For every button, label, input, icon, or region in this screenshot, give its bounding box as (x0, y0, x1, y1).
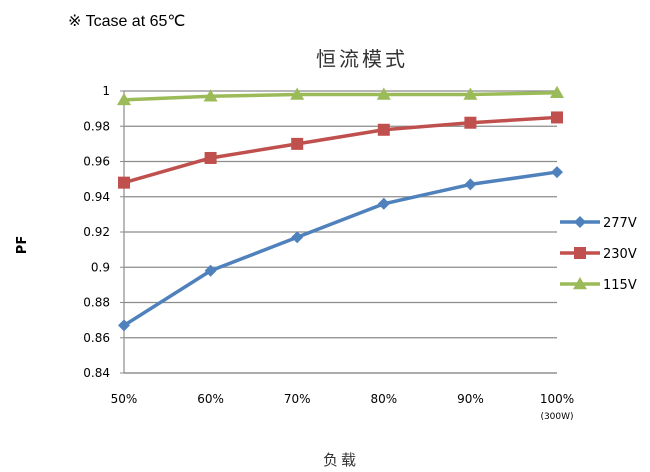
chart-title: 恒流模式 (316, 47, 408, 71)
legend-item: 115V (560, 277, 637, 293)
y-tick-label: 0.86 (83, 331, 110, 345)
legend-item: 277V (560, 216, 637, 231)
x-axis-label: 负载 (323, 451, 359, 469)
legend-label: 115V (603, 278, 637, 293)
y-tick-label: 0.98 (83, 119, 110, 133)
data-point (464, 116, 477, 129)
legend-item: 230V (560, 247, 637, 262)
data-point (377, 123, 390, 136)
data-point (118, 319, 130, 332)
data-point (204, 151, 217, 164)
y-tick-label: 0.94 (83, 190, 110, 204)
series-277V (118, 166, 563, 332)
x-tick-label: 60% (197, 392, 224, 406)
y-axis-label: PF (15, 236, 30, 254)
tcase-note: ※ Tcase at 65℃ (68, 13, 185, 30)
data-point (204, 264, 217, 277)
series-line (123, 170, 558, 327)
x-tick-label: 50% (111, 392, 138, 406)
y-tick-label: 0.96 (83, 155, 110, 169)
legend-marker (574, 216, 586, 228)
series-line (123, 115, 558, 185)
data-point (464, 178, 477, 191)
data-point (118, 176, 130, 189)
data-point (463, 87, 478, 100)
y-tick-label: 0.9 (91, 260, 110, 274)
x-tick-label: 100% (540, 392, 574, 406)
series-line (123, 91, 558, 102)
legend-marker (573, 277, 587, 290)
data-point (551, 166, 563, 179)
legend-label: 230V (603, 247, 637, 262)
x-tick-sublabel: (300W) (540, 412, 573, 422)
data-point (550, 85, 564, 99)
x-tick-label: 90% (457, 392, 484, 406)
series-group (117, 85, 564, 332)
x-tick-label: 70% (284, 392, 311, 406)
data-point (291, 231, 304, 244)
axes: 0.84 0.86 0.88 0.9 0.92 0.94 0.96 0.98 1 50% 60% 70… (83, 84, 574, 422)
y-tick-label: 0.92 (83, 225, 110, 239)
data-point (203, 89, 218, 102)
legend-marker (574, 247, 586, 259)
legend-label: 277V (603, 216, 637, 231)
data-point (117, 92, 131, 106)
y-tick-label: 0.88 (83, 296, 110, 310)
y-tick-label: 0.84 (83, 366, 110, 380)
data-point (290, 87, 305, 100)
data-point (376, 87, 391, 100)
grid (124, 90, 557, 374)
series-230V (118, 111, 563, 189)
series-115V (117, 85, 564, 106)
data-point (291, 137, 304, 150)
y-tick-label: 1 (102, 84, 110, 98)
legend: 277V 230V 115V (560, 216, 637, 293)
x-tick-label: 80% (370, 392, 397, 406)
data-point (551, 111, 563, 124)
data-point (377, 197, 390, 210)
